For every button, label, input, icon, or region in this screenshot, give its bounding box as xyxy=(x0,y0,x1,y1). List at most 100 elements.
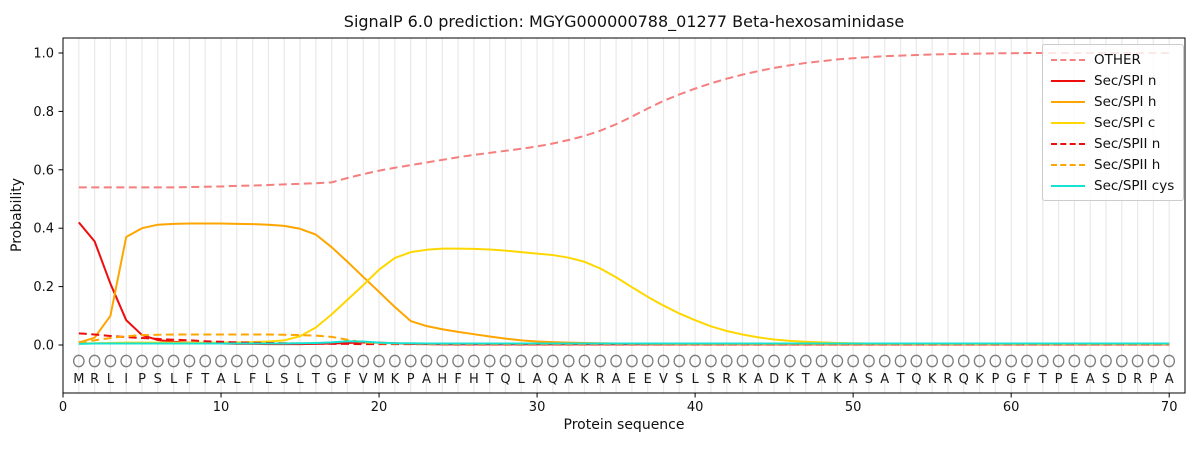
sequence-marker-circle xyxy=(120,354,133,368)
sequence-letter: A xyxy=(533,372,542,387)
sequence-letter: K xyxy=(580,372,589,387)
sequence-letter: P xyxy=(407,372,415,387)
series-line-sec-spii-cys xyxy=(78,340,1170,345)
sequence-marker-circle xyxy=(720,354,733,368)
sequence-marker-circle xyxy=(499,354,512,368)
sequence-marker-circle xyxy=(72,354,85,368)
sequence-marker-circle xyxy=(815,354,828,368)
sequence-marker-circle xyxy=(689,354,701,368)
sequence-letter: P xyxy=(138,372,146,387)
sequence-marker-circle xyxy=(752,354,765,368)
sequence-marker-circle xyxy=(768,354,780,368)
sequence-letter: D xyxy=(769,372,779,387)
legend-item: Sec/SPII h xyxy=(1051,154,1175,175)
sequence-marker-circle xyxy=(468,354,480,368)
sequence-letter: M xyxy=(373,372,384,387)
sequence-marker-circle xyxy=(199,354,212,368)
legend-line-sample xyxy=(1051,121,1085,124)
sequence-marker-circle xyxy=(325,354,338,368)
sequence-marker-circle xyxy=(404,354,417,368)
sequence-letter: R xyxy=(1133,372,1142,387)
sequence-marker-circle xyxy=(878,354,891,368)
sequence-marker-circle xyxy=(610,354,622,368)
sequence-letter: M xyxy=(73,372,84,387)
sequence-marker-circle xyxy=(373,354,385,368)
sequence-letter: H xyxy=(469,372,479,387)
legend-item: Sec/SPI h xyxy=(1051,91,1175,112)
sequence-marker-circle xyxy=(547,354,559,368)
legend-label: Sec/SPII cys xyxy=(1094,177,1175,194)
sequence-letter: P xyxy=(1055,372,1063,387)
legend-label: OTHER xyxy=(1094,51,1141,68)
sequence-marker-circle xyxy=(1100,354,1112,368)
y-tick-label: 1.0 xyxy=(33,47,54,62)
legend-item: Sec/SPII cys xyxy=(1051,175,1175,196)
sequence-marker-circle xyxy=(136,354,148,368)
legend-item: Sec/SPI c xyxy=(1051,112,1175,133)
sequence-marker-circle xyxy=(341,354,354,368)
sequence-marker-circle xyxy=(594,354,607,368)
sequence-marker-circle xyxy=(1068,354,1081,368)
sequence-letter: A xyxy=(217,372,226,387)
sequence-letter: A xyxy=(1086,372,1095,387)
sequence-marker-circle xyxy=(183,354,196,368)
sequence-letter: T xyxy=(801,372,810,387)
sequence-letter: T xyxy=(1038,372,1047,387)
legend-line-sample xyxy=(1051,163,1085,166)
sequence-letter: K xyxy=(738,372,747,387)
sequence-marker-circle xyxy=(942,354,954,368)
sequence-letter: L xyxy=(296,372,304,387)
sequence-letter: F xyxy=(249,372,256,387)
sequence-letter: R xyxy=(943,372,952,387)
sequence-letter: A xyxy=(564,372,573,387)
sequence-letter: Q xyxy=(911,372,921,387)
sequence-marker-circle xyxy=(215,354,227,368)
sequence-letter: A xyxy=(849,372,858,387)
sequence-marker-circle xyxy=(309,354,322,368)
legend-label: Sec/SPI h xyxy=(1094,93,1157,110)
sequence-letter: R xyxy=(596,372,605,387)
sequence-letter: E xyxy=(644,372,652,387)
x-tick-label: 0 xyxy=(59,400,67,415)
legend-line-sample xyxy=(1051,79,1085,82)
sequence-letter: P xyxy=(991,372,999,387)
sequence-letter: L xyxy=(233,372,241,387)
y-tick-label: 0.6 xyxy=(33,163,54,178)
sequence-letter: T xyxy=(311,372,320,387)
sequence-marker-circle xyxy=(784,354,796,368)
legend-line-sample xyxy=(1051,142,1085,145)
sequence-marker-circle xyxy=(1131,354,1144,368)
sequence-marker-circle xyxy=(294,354,306,368)
sequence-letter: K xyxy=(928,372,937,387)
sequence-letter: K xyxy=(975,372,984,387)
sequence-letter: G xyxy=(1006,372,1016,387)
sequence-letter: A xyxy=(880,372,889,387)
chart-title: SignalP 6.0 prediction: MGYG000000788_01… xyxy=(343,12,905,31)
sequence-marker-circle xyxy=(531,354,543,368)
x-axis-label: Protein sequence xyxy=(563,417,685,433)
sequence-marker-circle xyxy=(104,354,117,368)
sequence-marker-circle xyxy=(262,354,275,368)
sequence-letter: A xyxy=(817,372,826,387)
sequence-marker-circle xyxy=(673,354,686,368)
sequence-letter: E xyxy=(628,372,636,387)
sequence-letter: S xyxy=(1102,372,1110,387)
sequence-letter: A xyxy=(754,372,763,387)
sequence-marker-circle xyxy=(705,354,717,368)
sequence-letter: K xyxy=(391,372,400,387)
y-tick-label: 0.4 xyxy=(33,222,54,237)
sequence-letter: Q xyxy=(959,372,969,387)
sequence-marker-circle xyxy=(578,354,591,368)
sequence-marker-circle xyxy=(973,354,986,368)
sequence-marker-circle xyxy=(1052,354,1065,368)
y-tick-label: 0.8 xyxy=(33,105,54,120)
sequence-marker-circle xyxy=(657,354,670,368)
legend-item: Sec/SPII n xyxy=(1051,133,1175,154)
sequence-marker-circle xyxy=(926,354,939,368)
sequence-letter: R xyxy=(90,372,99,387)
sequence-letter: S xyxy=(707,372,715,387)
y-tick-label: 0.2 xyxy=(33,280,54,295)
sequence-marker-circle xyxy=(278,354,291,368)
